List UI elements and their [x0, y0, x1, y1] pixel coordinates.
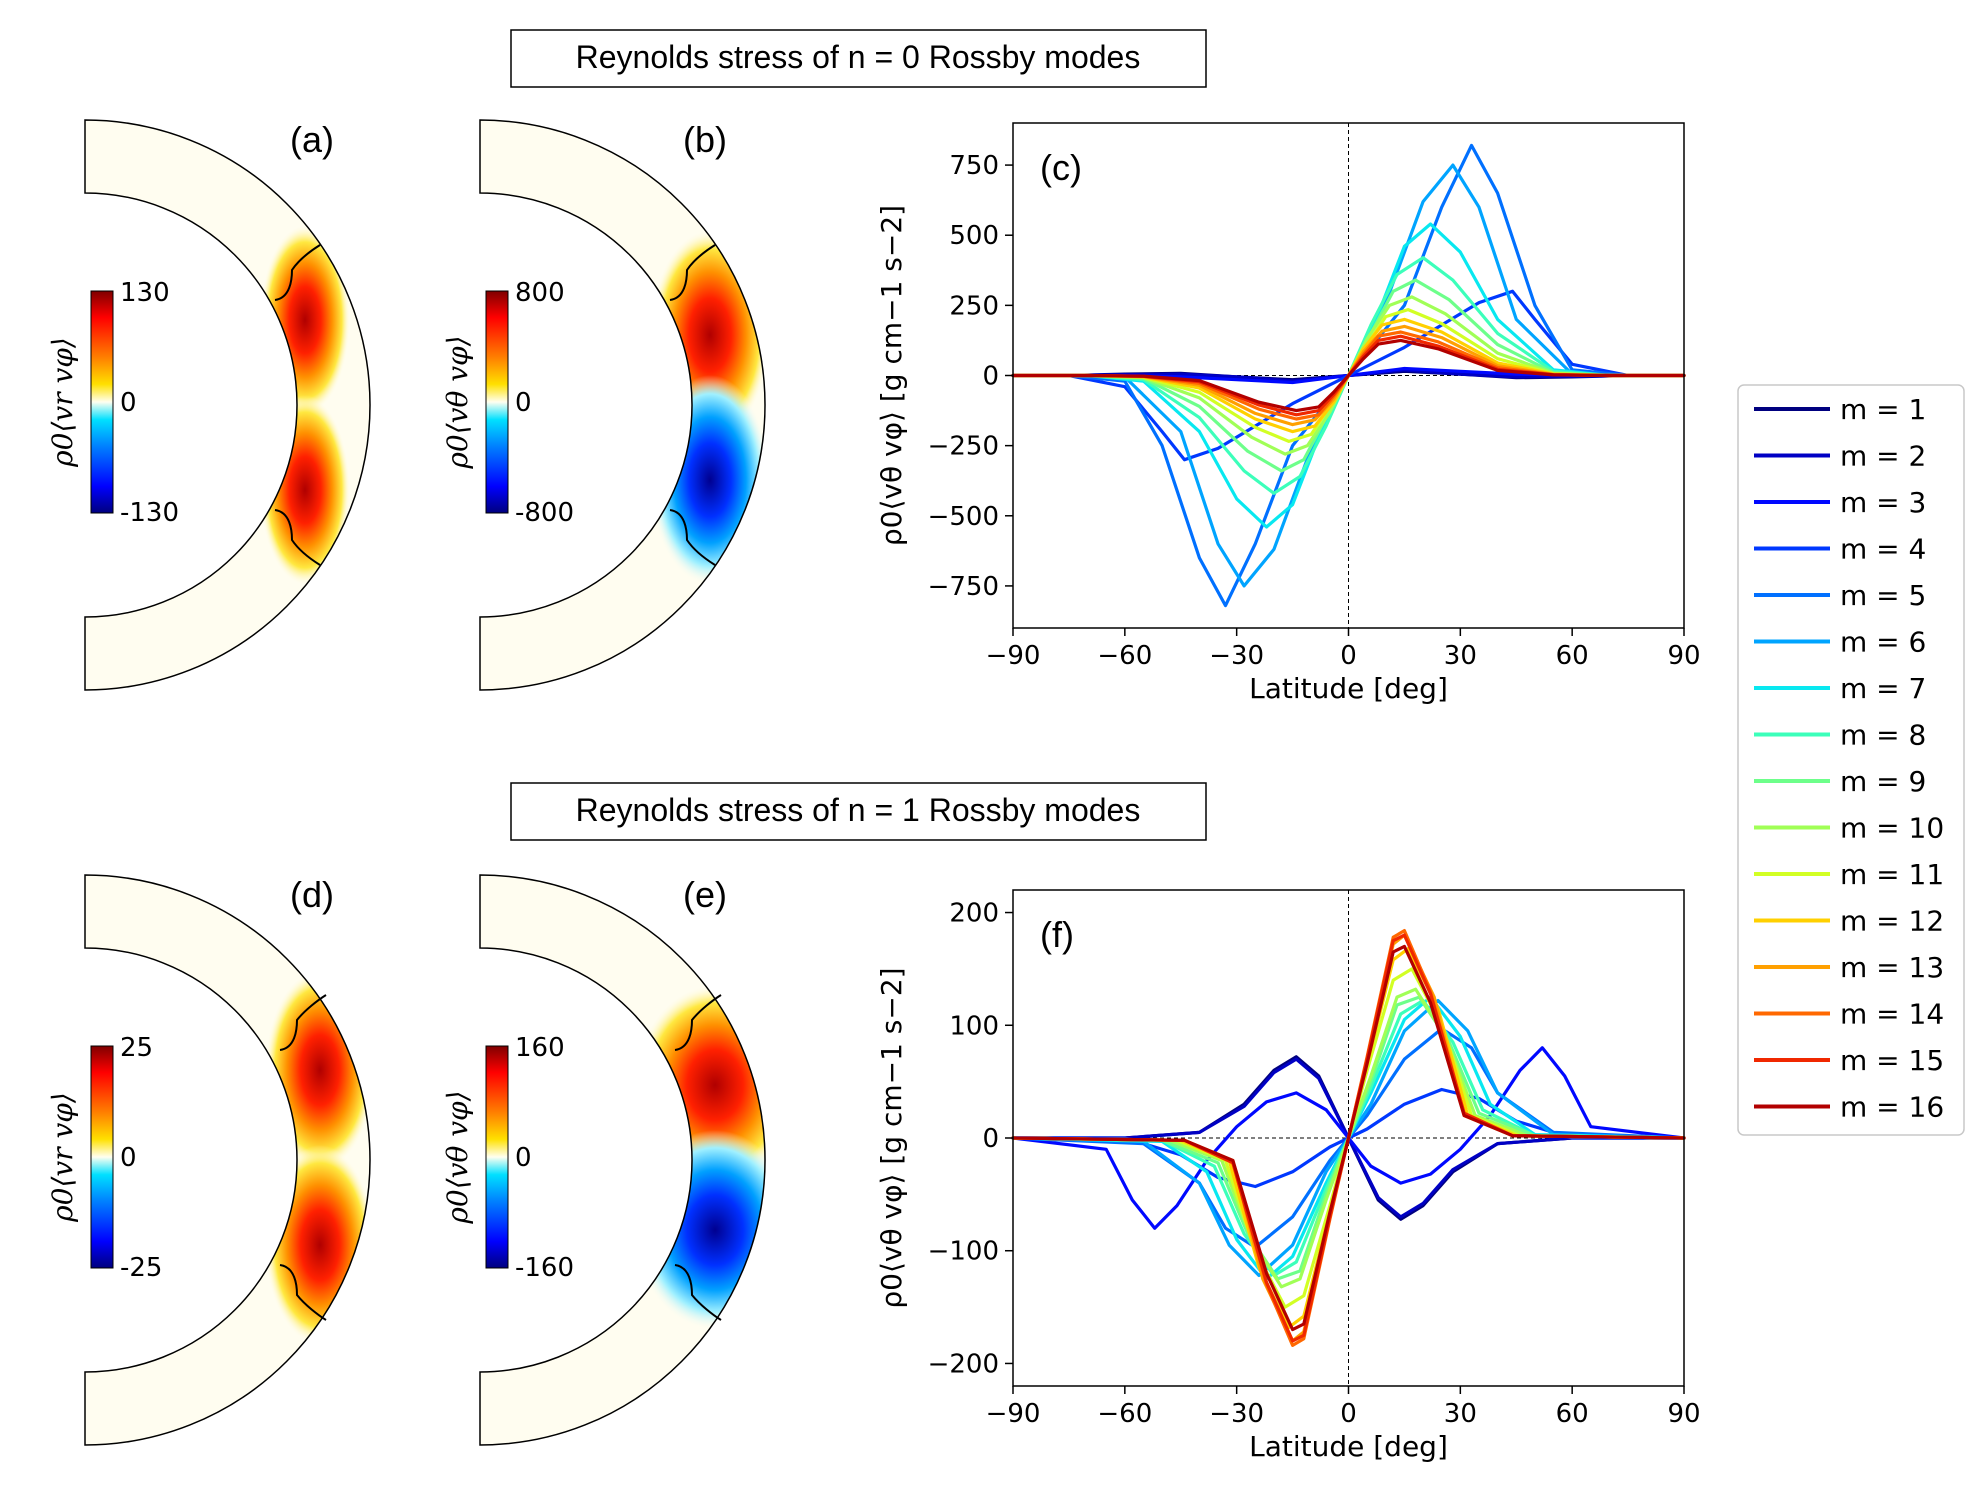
svg-text:-800: -800	[515, 498, 574, 528]
svg-text:0: 0	[515, 1143, 532, 1173]
x-tick-label: 90	[1667, 1399, 1700, 1429]
x-tick-label: −30	[1209, 1399, 1264, 1429]
x-tick-label: −30	[1209, 641, 1264, 671]
svg-text:25: 25	[120, 1033, 153, 1063]
title-top: Reynolds stress of n = 0 Rossby modes	[510, 29, 1207, 88]
chart-f: −90 −60 −30 0 30 60 90 −200 −100 0 100 200 Latitude …	[875, 889, 1701, 1463]
x-tick-label: −90	[986, 641, 1041, 671]
title-bottom: Reynolds stress of n = 1 Rossby modes	[510, 782, 1207, 841]
legend-entry: m = 16	[1840, 1091, 1944, 1124]
svg-text:-130: -130	[120, 498, 179, 528]
series-line	[1011, 338, 1686, 413]
y-axis-label: ρ0⟨vθ vφ⟩ [g cm−1 s−2]	[875, 967, 908, 1308]
x-tick-label: 90	[1667, 641, 1700, 671]
svg-text:0: 0	[120, 1143, 137, 1173]
x-tick-label: −90	[986, 1399, 1041, 1429]
panel-e: (e) 160 0 -160 ρ0⟨vθ vφ⟩	[441, 874, 766, 1446]
legend-entry: m = 12	[1840, 905, 1944, 938]
colorbar-e	[485, 1045, 509, 1269]
y-axis-label: ρ0⟨vθ vφ⟩ [g cm−1 s−2]	[875, 205, 908, 546]
panel-label: (f)	[1040, 914, 1074, 955]
legend-entry: m = 10	[1840, 812, 1944, 845]
y-tick-label: 250	[949, 291, 999, 321]
svg-text:-160: -160	[515, 1253, 574, 1283]
svg-text:Reynolds stress of n = 0 Rossb: Reynolds stress of n = 0 Rossby modes	[576, 39, 1141, 75]
panel-label-b: (b)	[683, 119, 727, 160]
legend-entry: m = 9	[1840, 765, 1926, 798]
x-tick-label: 60	[1556, 1399, 1589, 1429]
x-tick-label: −60	[1097, 641, 1152, 671]
legend-entry: m = 3	[1840, 486, 1926, 519]
panel-label-d: (d)	[290, 874, 334, 915]
y-tick-label: −250	[928, 432, 999, 462]
x-tick-label: 60	[1556, 641, 1589, 671]
svg-text:ρ0⟨vr vφ⟩: ρ0⟨vr vφ⟩	[46, 1092, 79, 1223]
x-axis-label: Latitude [deg]	[1249, 1430, 1448, 1463]
y-tick-label: −750	[928, 572, 999, 602]
y-tick-label: 200	[949, 899, 999, 929]
svg-text:0: 0	[515, 388, 532, 418]
y-tick-label: −500	[928, 502, 999, 532]
colorbar-a	[90, 290, 114, 514]
legend-entry: m = 13	[1840, 951, 1944, 984]
chart-c: −90 −60 −30 0 30 60 90 −750 −500 −250 0 250 500 750 La…	[875, 122, 1701, 705]
colorbar-d	[90, 1045, 114, 1269]
y-tick-label: −200	[928, 1349, 999, 1379]
svg-text:Reynolds stress of n = 1 Rossb: Reynolds stress of n = 1 Rossby modes	[576, 792, 1141, 828]
y-tick-label: 500	[949, 221, 999, 251]
x-tick-label: −60	[1097, 1399, 1152, 1429]
svg-text:ρ0⟨vr vφ⟩: ρ0⟨vr vφ⟩	[46, 337, 79, 468]
legend-frame	[1737, 384, 1965, 1136]
y-tick-label: 0	[982, 362, 999, 392]
svg-text:ρ0⟨vθ vφ⟩: ρ0⟨vθ vφ⟩	[441, 335, 474, 469]
legend-entry: m = 5	[1840, 579, 1926, 612]
panel-label-a: (a)	[290, 119, 334, 160]
legend-entry: m = 15	[1840, 1044, 1944, 1077]
legend-entry: m = 4	[1840, 533, 1926, 566]
legend-entry: m = 7	[1840, 672, 1926, 705]
y-tick-label: 0	[982, 1124, 999, 1154]
legend-entry: m = 6	[1840, 626, 1926, 659]
y-tick-label: 750	[949, 151, 999, 181]
colorbar-b	[485, 290, 509, 514]
svg-text:130: 130	[120, 278, 170, 308]
panel-a: (a) 130 0 -130 ρ0⟨vr vφ⟩	[46, 119, 371, 691]
svg-text:160: 160	[515, 1033, 565, 1063]
series-line	[1011, 944, 1686, 1332]
x-axis-label: Latitude [deg]	[1249, 672, 1448, 705]
y-tick-label: 100	[949, 1011, 999, 1041]
svg-text:-25: -25	[120, 1253, 162, 1283]
legend-entry: m = 11	[1840, 858, 1944, 891]
x-tick-label: 30	[1444, 1399, 1477, 1429]
panel-b: (b) 800 0 -800 ρ0⟨vθ vφ⟩	[441, 119, 766, 691]
svg-text:ρ0⟨vθ vφ⟩: ρ0⟨vθ vφ⟩	[441, 1090, 474, 1224]
x-tick-label: 0	[1340, 641, 1357, 671]
legend-entry: m = 2	[1840, 440, 1926, 473]
svg-text:800: 800	[515, 278, 565, 308]
legend-entry: m = 14	[1840, 998, 1944, 1031]
legend: m = 1 m = 2 m = 3 m = 4 m = 5 m = 6 m = 7 m = 8…	[1737, 384, 1965, 1136]
legend-entry: m = 8	[1840, 719, 1926, 752]
y-tick-label: −100	[928, 1237, 999, 1267]
legend-entry: m = 1	[1840, 393, 1926, 426]
svg-text:0: 0	[120, 388, 137, 418]
panel-d: (d) 25 0 -25 ρ0⟨vr vφ⟩	[46, 874, 371, 1446]
panel-label-e: (e)	[683, 874, 727, 915]
x-tick-label: 0	[1340, 1399, 1357, 1429]
panel-label: (c)	[1040, 147, 1082, 188]
x-tick-label: 30	[1444, 641, 1477, 671]
